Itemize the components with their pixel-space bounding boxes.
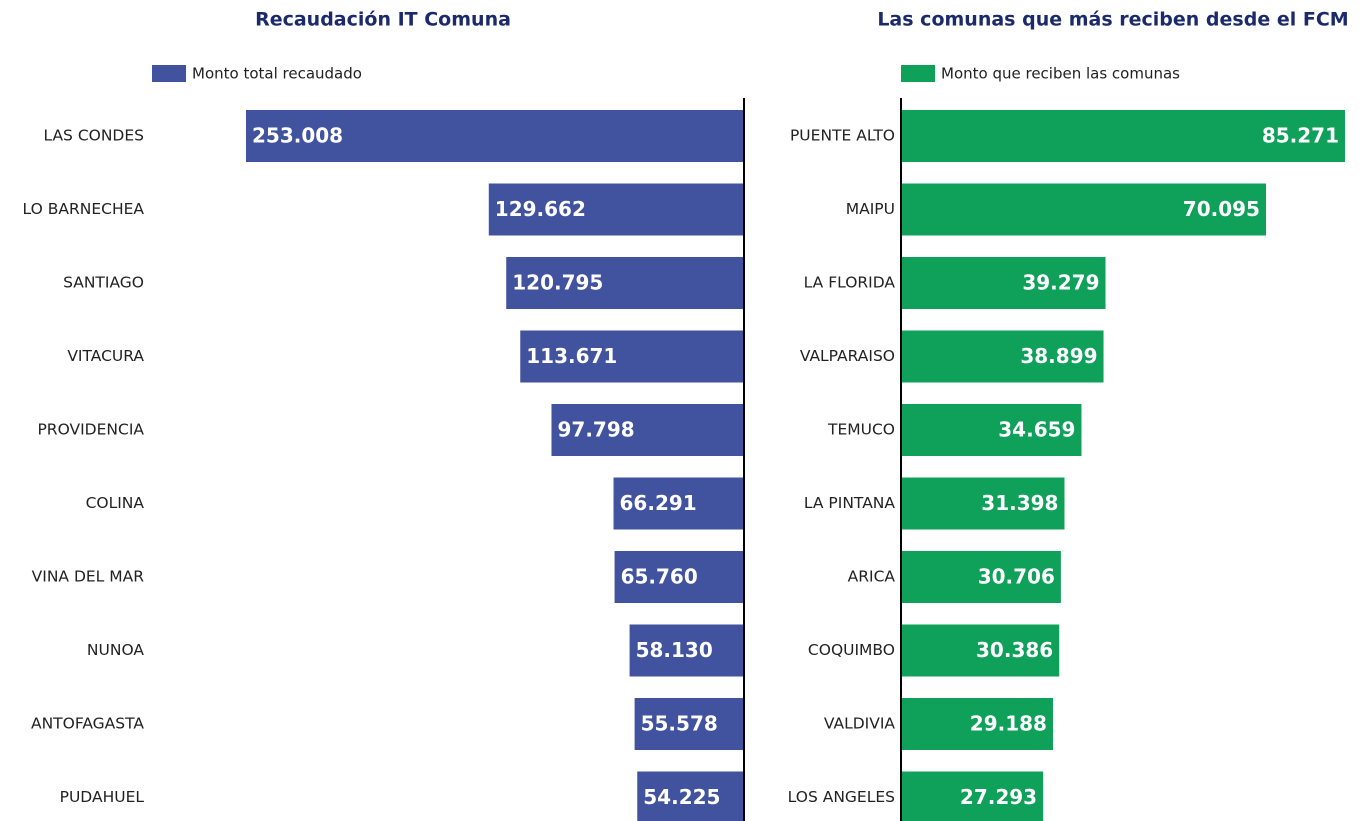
bar [520, 330, 744, 383]
category-label: LAS CONDES [43, 127, 144, 145]
category-label: VALDIVIA [824, 715, 896, 733]
bar [901, 551, 1061, 603]
category-label: LA PINTANA [804, 494, 895, 512]
bar [901, 183, 1266, 236]
category-label: PUDAHUEL [60, 788, 145, 806]
value-label: 38.899 [1020, 344, 1097, 368]
value-label: 30.706 [978, 565, 1055, 589]
bar [901, 771, 1044, 821]
category-label: ANTOFAGASTA [31, 715, 144, 733]
value-label: 54.225 [643, 785, 720, 809]
value-label: 30.386 [976, 638, 1053, 662]
bar [613, 477, 744, 530]
value-label: 129.662 [495, 197, 586, 221]
category-label: PROVIDENCIA [37, 421, 144, 439]
value-label: 31.398 [981, 491, 1058, 515]
bar [506, 257, 744, 309]
category-label: VITACURA [67, 347, 144, 365]
bar [614, 551, 744, 603]
chart-title: Las comunas que más reciben desde el FCM [877, 9, 1348, 31]
category-label: VALPARAISO [800, 347, 895, 365]
legend-swatch [152, 65, 186, 82]
bar [901, 404, 1082, 456]
category-label: COLINA [86, 494, 145, 512]
bar [246, 110, 744, 162]
bar [901, 698, 1053, 750]
value-label: 120.795 [512, 271, 603, 295]
category-label: LA FLORIDA [804, 274, 896, 292]
category-label: COQUIMBO [808, 641, 895, 659]
value-label: 29.188 [970, 712, 1047, 736]
value-label: 66.291 [620, 491, 697, 515]
bar [901, 624, 1060, 677]
category-label: LO BARNECHEA [23, 200, 145, 218]
category-label: VINA DEL MAR [32, 568, 145, 586]
legend-swatch [901, 65, 935, 82]
category-label: TEMUCO [827, 421, 895, 439]
category-label: PUENTE ALTO [790, 127, 895, 145]
category-label: SANTIAGO [63, 274, 144, 292]
category-label: NUNOA [87, 641, 144, 659]
bar [634, 698, 744, 750]
category-label: LOS ANGELES [788, 788, 895, 806]
legend-label: Monto total recaudado [192, 65, 362, 83]
value-label: 55.578 [641, 712, 718, 736]
bar [488, 183, 744, 236]
value-label: 65.760 [621, 565, 698, 589]
value-label: 85.271 [1262, 124, 1339, 148]
value-label: 58.130 [636, 638, 713, 662]
bar [637, 771, 744, 821]
bar [551, 404, 744, 456]
bar [901, 110, 1345, 162]
value-label: 39.279 [1022, 271, 1099, 295]
value-label: 27.293 [960, 785, 1037, 809]
value-label: 70.095 [1183, 197, 1260, 221]
bar [629, 624, 744, 677]
category-label: ARICA [848, 568, 896, 586]
bar [901, 477, 1065, 530]
category-label: MAIPU [846, 200, 895, 218]
bar [901, 257, 1106, 309]
value-label: 34.659 [998, 418, 1075, 442]
bar [901, 330, 1104, 383]
value-label: 253.008 [252, 124, 343, 148]
chart-title: Recaudación IT Comuna [255, 9, 511, 31]
value-label: 97.798 [558, 418, 635, 442]
value-label: 113.671 [526, 344, 617, 368]
legend-label: Monto que reciben las comunas [941, 65, 1180, 83]
